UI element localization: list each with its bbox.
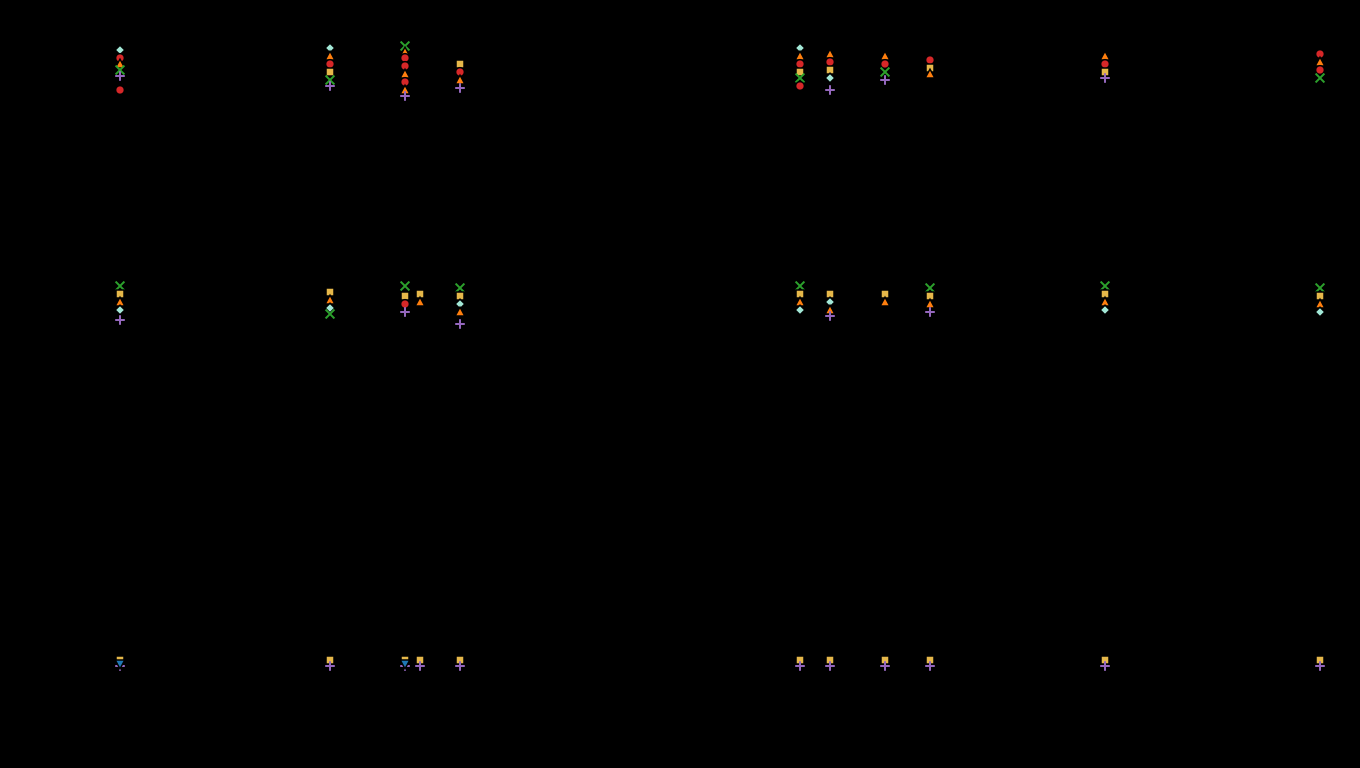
marker-circle <box>926 56 935 65</box>
marker-square <box>326 68 334 76</box>
marker-circle <box>826 58 835 67</box>
marker-circle <box>1101 60 1110 69</box>
marker-circle <box>326 60 335 69</box>
marker-circle <box>881 60 890 69</box>
marker-circle <box>1316 66 1325 75</box>
marker-circle <box>116 86 125 95</box>
marker-circle <box>796 60 805 69</box>
marker-square <box>456 60 464 68</box>
scatter-chart <box>0 0 1360 768</box>
marker-square <box>401 292 409 300</box>
marker-circle <box>796 82 805 91</box>
marker-circle <box>401 300 410 309</box>
